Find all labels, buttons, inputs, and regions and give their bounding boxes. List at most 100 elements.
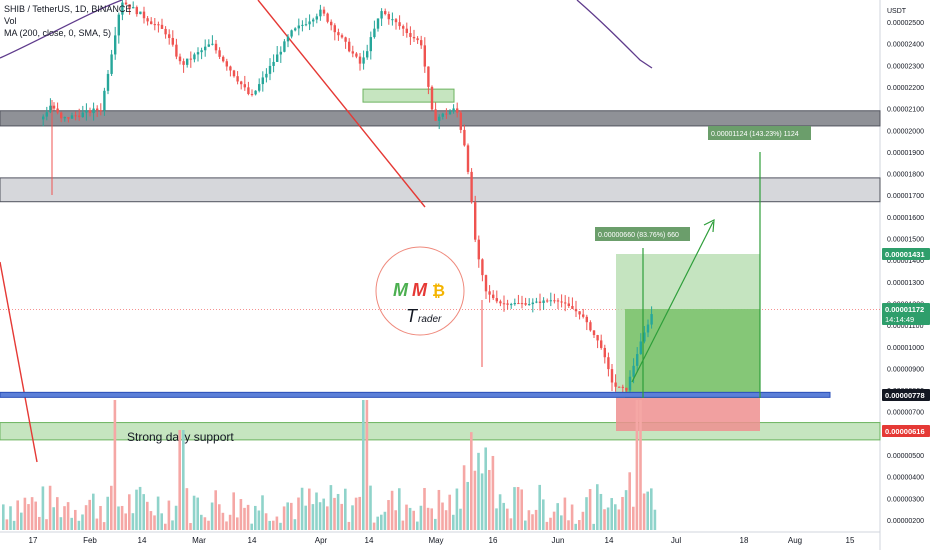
- volume-bar: [257, 510, 261, 530]
- candle-body: [549, 300, 552, 302]
- volume-bar: [448, 494, 451, 530]
- volume-bar: [426, 507, 430, 530]
- volume-bar: [239, 499, 243, 530]
- candle-body: [340, 35, 344, 38]
- volume-bar: [261, 495, 264, 530]
- candle-body: [200, 50, 203, 53]
- x-tick-label: 14: [365, 536, 374, 545]
- target-label-box: [708, 126, 811, 140]
- candle-body: [258, 84, 261, 91]
- candle-body: [614, 382, 617, 387]
- candle-body: [542, 300, 545, 303]
- volume-bar: [88, 499, 91, 530]
- candle-body: [276, 54, 279, 62]
- volume-bar: [304, 505, 307, 530]
- trend-line: [257, 0, 426, 208]
- candle-body: [132, 7, 135, 9]
- price-badge-label: 0.00001431: [885, 250, 925, 259]
- axis-currency: USDT: [887, 8, 907, 15]
- candle-body: [625, 387, 628, 391]
- volume-bar: [567, 520, 570, 530]
- x-tick-label: Mar: [192, 536, 206, 545]
- candle-body: [592, 330, 596, 336]
- candle-body: [88, 110, 92, 114]
- candle-body: [387, 14, 390, 20]
- volume-bar: [34, 501, 37, 530]
- candle-body: [186, 58, 189, 65]
- volume-bar: [570, 504, 574, 530]
- candle-body: [456, 108, 459, 113]
- candle-body: [315, 16, 318, 20]
- ma-line: [0, 0, 123, 59]
- volume-bar: [412, 510, 415, 530]
- volume-bar: [56, 497, 59, 530]
- logo-letter: M: [412, 280, 428, 300]
- y-tick-label: 0.00001300: [887, 280, 924, 287]
- volume-bar: [124, 513, 127, 530]
- candle-body: [643, 332, 646, 342]
- candle-body: [110, 54, 113, 74]
- volume-bar: [38, 516, 41, 530]
- candle-body: [470, 171, 473, 203]
- x-tick-label: 15: [846, 536, 855, 545]
- logo-letter: T: [406, 306, 419, 326]
- candle-body: [391, 19, 394, 21]
- volume-bar: [603, 509, 606, 530]
- volume-bar: [610, 498, 613, 530]
- volume-bar: [74, 509, 77, 530]
- volume-bar: [16, 500, 19, 530]
- volume-bar: [452, 514, 455, 530]
- chart-legend: SHIB / TetherUS, 1D, BINANCE Vol MA (200…: [4, 3, 131, 39]
- candle-body: [369, 37, 372, 52]
- x-tick-label: 16: [489, 536, 498, 545]
- candle-body: [556, 300, 560, 302]
- volume-bar: [434, 518, 437, 530]
- volume-bar: [556, 503, 559, 530]
- candle-body: [474, 202, 477, 240]
- candle-body: [42, 116, 45, 120]
- candle-body: [243, 84, 246, 88]
- volume-bar: [131, 513, 135, 530]
- volume-bar: [23, 497, 27, 530]
- candle-body: [81, 112, 84, 118]
- volume-bar: [477, 452, 480, 530]
- candle-body: [164, 28, 167, 35]
- volume-bar: [12, 520, 16, 530]
- volume-bar: [419, 505, 423, 530]
- volume-bar: [185, 488, 189, 530]
- candle-body: [398, 22, 401, 27]
- volume-bar: [394, 510, 397, 530]
- price-badge-label: 0.00000778: [885, 391, 925, 400]
- volume-bar: [527, 510, 531, 530]
- volume-bar: [329, 485, 333, 530]
- candle-body: [240, 81, 243, 85]
- volume-bar: [279, 522, 282, 530]
- volume-bar: [513, 487, 516, 530]
- logo-letter: ₿: [432, 282, 445, 300]
- y-tick-label: 0.00002500: [887, 20, 924, 27]
- candle-body: [272, 61, 275, 66]
- candle-body: [330, 21, 333, 26]
- volume-bar: [221, 512, 225, 530]
- candle-body: [78, 115, 81, 118]
- y-tick-label: 0.00001700: [887, 193, 924, 200]
- volume-bar: [488, 469, 491, 530]
- candle-body: [441, 113, 444, 117]
- y-tick-label: 0.00001000: [887, 345, 924, 352]
- volume-bar: [189, 523, 192, 530]
- candle-body: [225, 61, 228, 67]
- volume-bar: [156, 496, 160, 530]
- volume-bar: [243, 507, 246, 530]
- candle-body: [618, 386, 621, 388]
- ma-legend[interactable]: MA (200, close, 0, SMA, 5): [4, 28, 112, 38]
- volume-bar: [549, 517, 552, 530]
- candle-body: [423, 45, 426, 67]
- volume-bar: [290, 502, 293, 530]
- volume-bar: [275, 516, 279, 530]
- volume-legend[interactable]: Vol: [4, 16, 17, 26]
- candle-body: [376, 18, 380, 29]
- symbol-title[interactable]: SHIB / TetherUS, 1D, BINANCE: [4, 4, 132, 14]
- volume-bar: [20, 512, 23, 530]
